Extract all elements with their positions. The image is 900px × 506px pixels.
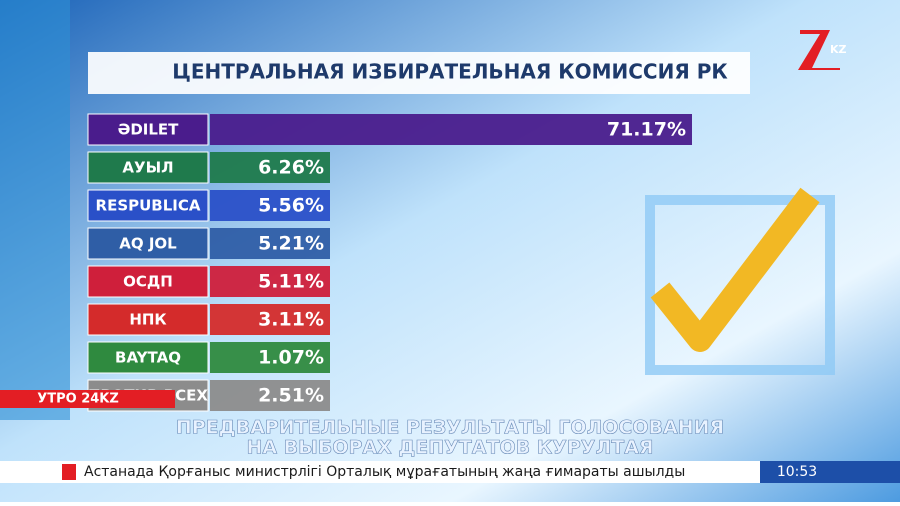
logo: KZ	[830, 43, 847, 56]
title-panel	[88, 52, 750, 94]
value-label: 5.21%	[258, 233, 324, 255]
value-label: 1.07%	[258, 347, 324, 369]
clock: 10:53	[777, 464, 817, 480]
value-label: 71.17%	[607, 119, 686, 141]
caption-line: НА ВЫБОРАХ ДЕПУТАТОВ КУРУЛТАЯ	[246, 437, 653, 459]
show-banner	[0, 390, 175, 408]
category-label: RESPUBLICA	[96, 197, 201, 215]
caption-line: ПРЕДВАРИТЕЛЬНЫЕ РЕЗУЛЬТАТЫ ГОЛОСОВАНИЯ	[176, 417, 724, 439]
category-label: НПК	[129, 311, 167, 329]
ticker-text: Астанада Қорғаныс министрлігі Орталық мұ…	[84, 464, 685, 480]
bar	[210, 152, 330, 183]
chart-title: ЦЕНТРАЛЬНАЯ ИЗБИРАТЕЛЬНАЯ КОМИССИЯ РК	[172, 60, 728, 84]
bar	[210, 114, 692, 145]
value-label: 6.26%	[258, 157, 324, 179]
bar	[210, 304, 330, 335]
category-box	[87, 151, 209, 184]
checkmark	[650, 187, 820, 352]
category-label: BAYTAQ	[115, 349, 181, 367]
category-label: ОСДП	[123, 273, 173, 291]
category-box	[87, 303, 209, 336]
bar	[210, 190, 330, 221]
logo-mark	[798, 30, 840, 70]
category-label: AQ JOL	[119, 235, 177, 253]
bar	[210, 266, 330, 297]
category-box	[87, 113, 209, 146]
show-label: УТРО 24KZ	[37, 392, 119, 407]
category-box	[87, 341, 209, 374]
clock-box	[760, 461, 900, 483]
value-label: 3.11%	[258, 309, 324, 331]
ticker-bar	[0, 461, 900, 483]
category-box	[87, 189, 209, 222]
ballot-box	[645, 195, 835, 375]
value-label: 5.11%	[258, 271, 324, 293]
bar	[210, 380, 330, 411]
category-label: ӘDILET	[118, 121, 180, 139]
ticker-icon	[62, 464, 76, 480]
value-label: 2.51%	[258, 385, 324, 407]
category-box	[87, 227, 209, 260]
bar	[210, 228, 330, 259]
value-label: 5.56%	[258, 195, 324, 217]
category-box	[87, 265, 209, 298]
category-label: АУЫЛ	[122, 159, 173, 177]
bar	[210, 342, 330, 373]
flag	[0, 0, 70, 420]
